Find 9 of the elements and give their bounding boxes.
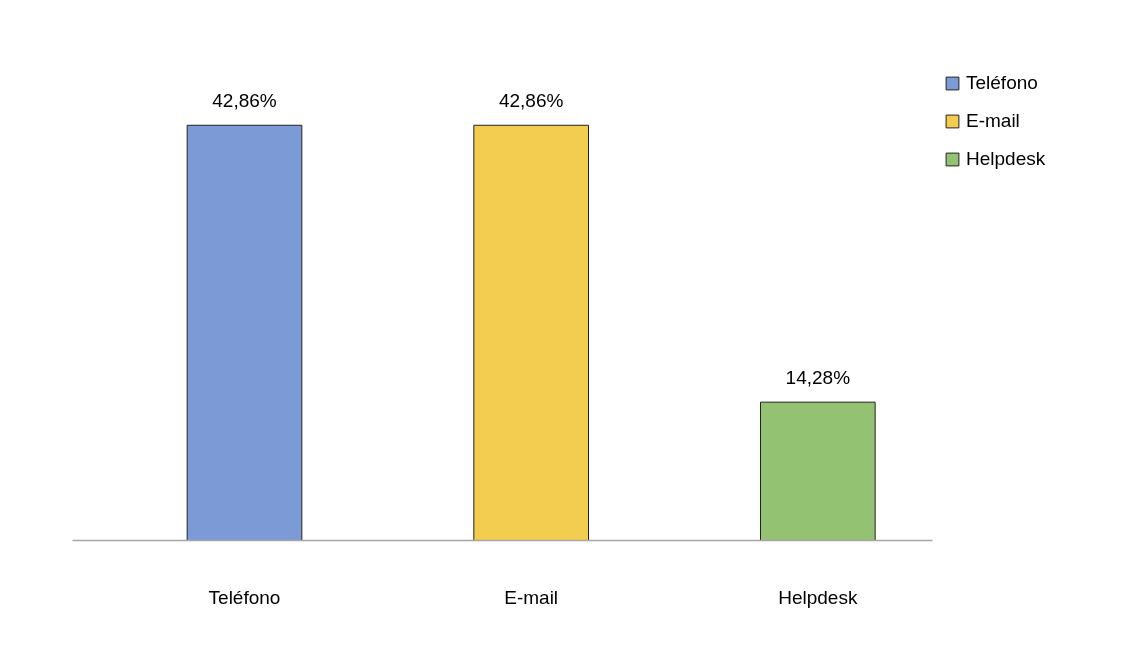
x-tick-label: E-mail xyxy=(504,586,559,608)
data-label: 14,28% xyxy=(785,367,851,389)
x-tick-label: Helpdesk xyxy=(778,586,858,608)
data-label: 42,86% xyxy=(498,90,564,112)
legend-label: E-mail xyxy=(966,110,1020,132)
data-label: 42,86% xyxy=(212,90,277,112)
x-tick-label: Teléfono xyxy=(208,586,281,608)
legend-label: Teléfono xyxy=(966,72,1038,94)
legend-label: Helpdesk xyxy=(966,148,1046,170)
